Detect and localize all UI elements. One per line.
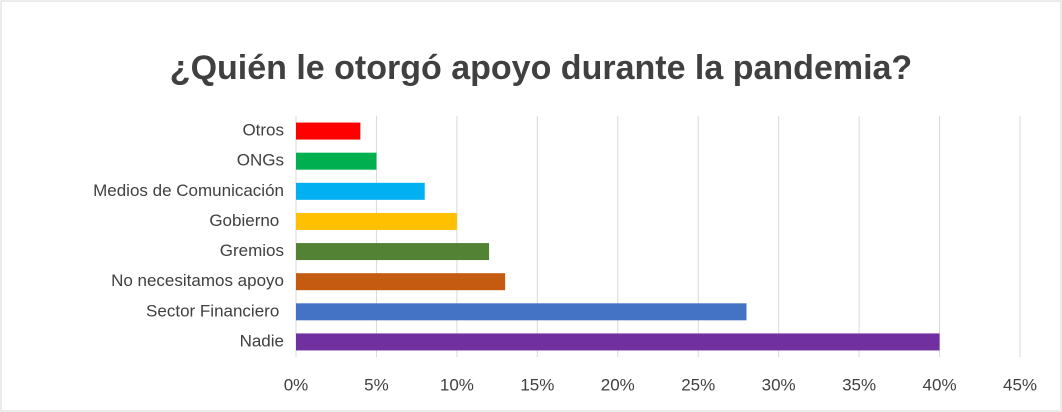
bar	[296, 333, 940, 351]
x-tick-label: 10%	[440, 375, 474, 394]
bar	[296, 212, 457, 230]
bar	[296, 243, 490, 261]
y-tick-label: No necesitamos apoyo	[111, 271, 284, 290]
y-tick-label: Otros	[242, 121, 284, 140]
y-tick-label: Medios de Comunicación	[93, 181, 284, 200]
y-tick-label: Nadie	[240, 331, 284, 350]
x-tick-label: 0%	[284, 375, 309, 394]
x-tick-label: 5%	[364, 375, 389, 394]
bar	[296, 303, 747, 321]
x-tick-label: 45%	[1003, 375, 1037, 394]
y-tick-label: Gobierno	[209, 211, 284, 230]
bar	[296, 273, 506, 291]
x-tick-label: 30%	[762, 375, 796, 394]
bar	[296, 152, 377, 170]
bar	[296, 122, 361, 140]
y-tick-label: ONGs	[237, 151, 284, 170]
bar	[296, 182, 425, 200]
x-tick-label: 40%	[923, 375, 957, 394]
x-tick-label: 20%	[601, 375, 635, 394]
chart-title: ¿Quién le otorgó apoyo durante la pandem…	[170, 49, 912, 87]
x-tick-label: 25%	[681, 375, 715, 394]
y-tick-label: Sector Financiero	[146, 301, 284, 320]
x-tick-label: 15%	[520, 375, 554, 394]
y-tick-label: Gremios	[220, 241, 284, 260]
x-tick-label: 35%	[842, 375, 876, 394]
